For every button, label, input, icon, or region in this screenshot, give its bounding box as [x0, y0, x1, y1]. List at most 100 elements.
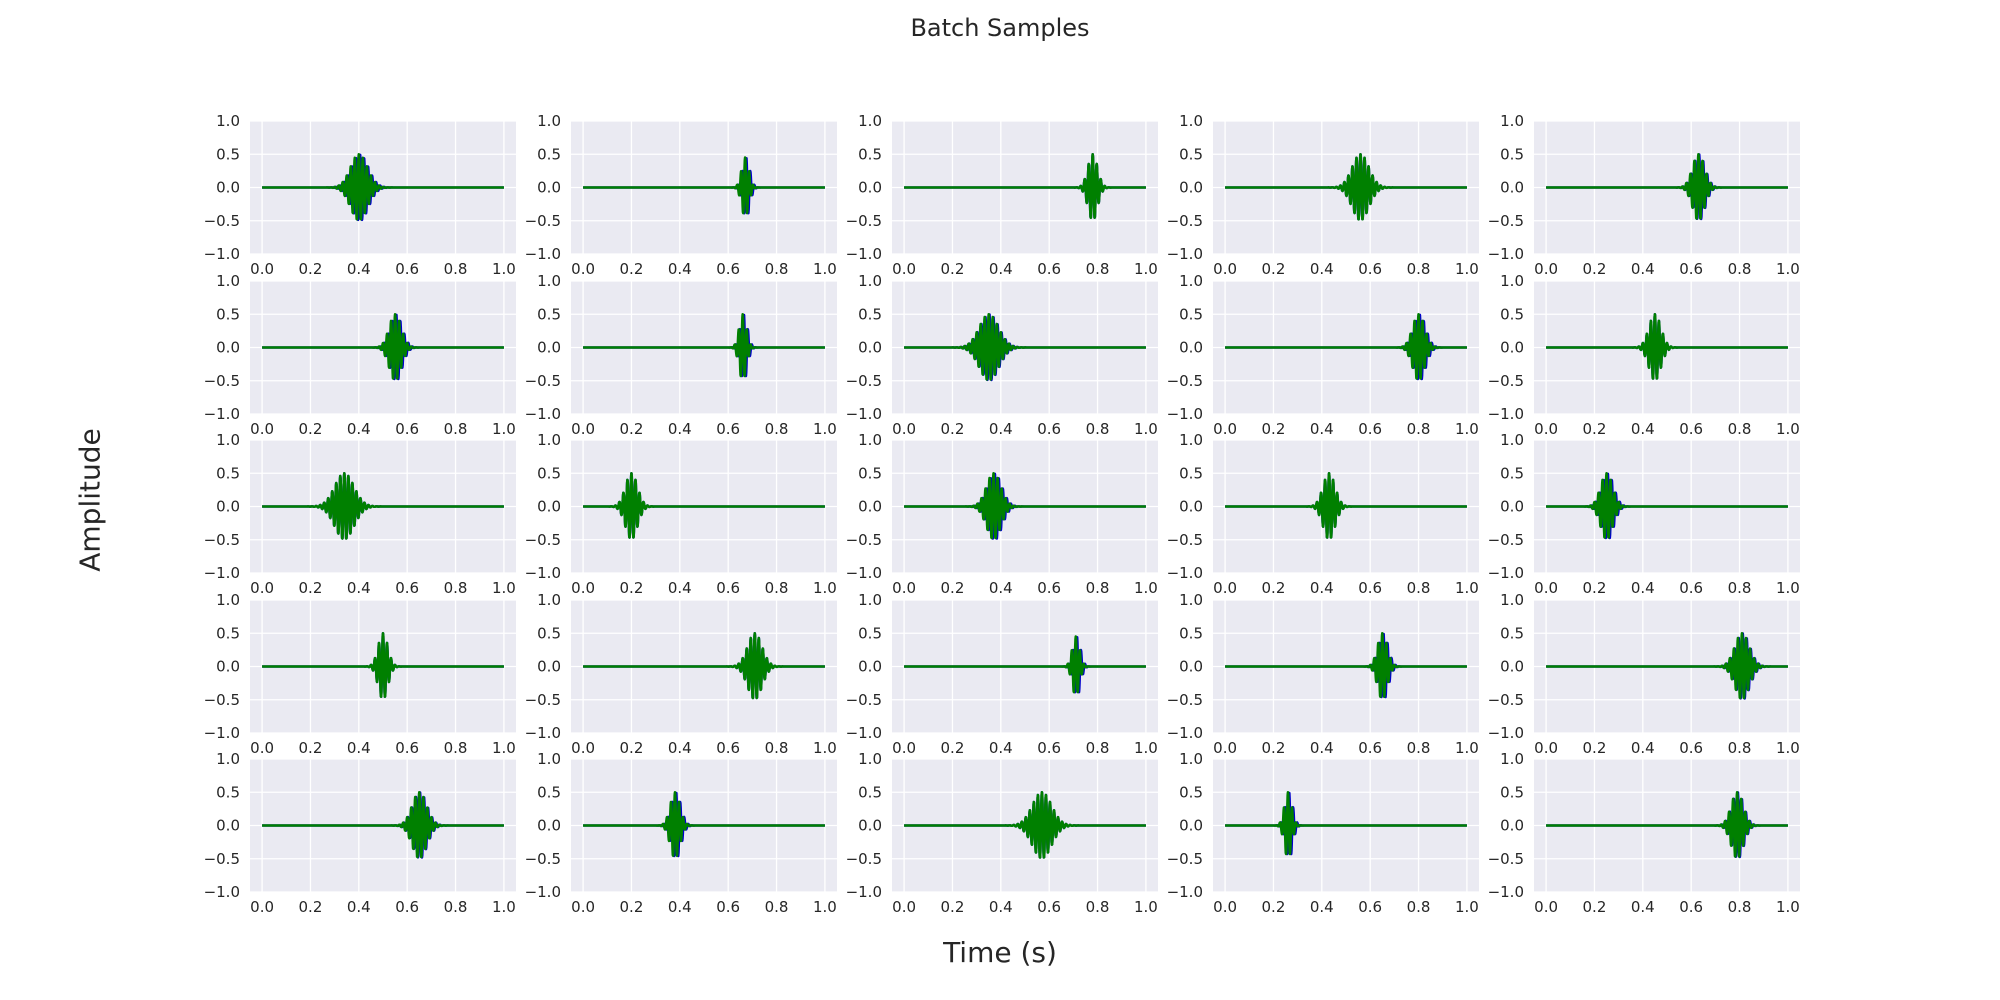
x-tick-label: 0.4 — [1631, 579, 1655, 597]
y-tick-label: 0.0 — [1179, 179, 1203, 197]
y-tick-label: 1.0 — [1179, 272, 1203, 290]
y-tick-label: 0.5 — [858, 783, 882, 801]
y-tick-label: 0.5 — [1179, 305, 1203, 323]
subplot-21: 0.0 0.2 0.4 0.6 0.8 1.0 1.0 0.5 0.0 −0.5 −1.0 — [204, 750, 516, 916]
y-tick-label: 0.5 — [858, 145, 882, 163]
x-tick-label: 1.0 — [1134, 579, 1158, 597]
y-tick-label: 0.5 — [1500, 624, 1524, 642]
y-tick-label: −1.0 — [1488, 405, 1524, 423]
x-tick-label: 1.0 — [813, 739, 837, 757]
x-tick-label: 1.0 — [1776, 739, 1800, 757]
y-tick-label: −0.5 — [204, 372, 240, 390]
x-tick-label: 0.4 — [1631, 260, 1655, 278]
y-tick-label: 1.0 — [537, 112, 561, 130]
series-2-line — [903, 152, 1147, 219]
y-tick-label: 0.0 — [216, 498, 240, 516]
x-tick-label: 0.0 — [250, 260, 274, 278]
series-2-line — [1545, 471, 1789, 539]
x-tick-label: 0.2 — [1583, 420, 1607, 438]
x-tick-label: 1.0 — [1455, 579, 1479, 597]
x-tick-label: 0.8 — [444, 420, 468, 438]
x-tick-label: 0.0 — [1534, 579, 1558, 597]
x-tick-label: 0.4 — [668, 579, 692, 597]
x-tick-label: 0.0 — [892, 579, 916, 597]
y-tick-label: 0.5 — [1500, 145, 1524, 163]
x-tick-label: 1.0 — [1776, 260, 1800, 278]
y-tick-label: 0.5 — [858, 464, 882, 482]
x-tick-label: 0.0 — [1213, 579, 1237, 597]
x-tick-label: 0.4 — [668, 739, 692, 757]
y-tick-label: 0.5 — [537, 145, 561, 163]
x-tick-label: 0.2 — [941, 579, 965, 597]
y-tick-label: 0.0 — [1179, 498, 1203, 516]
y-tick-label: 0.5 — [537, 305, 561, 323]
x-tick-label: 0.6 — [716, 898, 740, 916]
x-tick-label: 0.2 — [1583, 579, 1607, 597]
x-tick-label: 0.6 — [1037, 420, 1061, 438]
y-tick-label: 0.5 — [1500, 305, 1524, 323]
series-2-line — [1224, 152, 1468, 221]
y-tick-label: 0.0 — [537, 498, 561, 516]
y-tick-label: 0.0 — [1500, 817, 1524, 835]
y-tick-label: 0.5 — [1179, 624, 1203, 642]
y-tick-label: −1.0 — [525, 724, 561, 742]
x-tick-label: 1.0 — [813, 579, 837, 597]
x-tick-label: 0.8 — [765, 579, 789, 597]
x-tick-label: 0.0 — [1534, 420, 1558, 438]
y-tick-label: −0.5 — [1167, 212, 1203, 230]
x-tick-label: 0.0 — [1534, 898, 1558, 916]
x-tick-label: 0.6 — [1679, 420, 1703, 438]
y-tick-label: −0.5 — [1167, 531, 1203, 549]
subplot-5: 0.0 0.2 0.4 0.6 0.8 1.0 1.0 0.5 0.0 −0.5 −1.0 — [1488, 112, 1800, 278]
x-tick-label: 0.8 — [1728, 579, 1752, 597]
subplot-9: 0.0 0.2 0.4 0.6 0.8 1.0 1.0 0.5 0.0 −0.5 −1.0 — [1167, 272, 1479, 438]
x-tick-label: 0.6 — [1037, 898, 1061, 916]
y-tick-label: −0.5 — [1167, 691, 1203, 709]
x-tick-label: 0.4 — [347, 420, 371, 438]
x-tick-label: 0.4 — [989, 739, 1013, 757]
subplot-20: 0.0 0.2 0.4 0.6 0.8 1.0 1.0 0.5 0.0 −0.5 −1.0 — [1488, 591, 1800, 757]
y-tick-label: 1.0 — [216, 591, 240, 609]
x-tick-label: 1.0 — [492, 420, 516, 438]
series-2-line — [582, 790, 826, 857]
x-tick-label: 1.0 — [1134, 260, 1158, 278]
x-tick-label: 0.6 — [1037, 739, 1061, 757]
y-tick-label: 1.0 — [1179, 750, 1203, 768]
x-tick-label: 0.2 — [1262, 739, 1286, 757]
y-tick-label: 1.0 — [1179, 112, 1203, 130]
y-tick-label: 0.0 — [858, 339, 882, 357]
subplot-6: 0.0 0.2 0.4 0.6 0.8 1.0 1.0 0.5 0.0 −0.5 −1.0 — [204, 272, 516, 438]
y-tick-label: −1.0 — [1488, 883, 1524, 901]
series-2-line — [261, 631, 505, 698]
y-tick-label: −0.5 — [1488, 691, 1524, 709]
x-tick-label: 0.8 — [1086, 898, 1110, 916]
x-tick-label: 0.2 — [1583, 739, 1607, 757]
series-2-line — [261, 471, 505, 540]
series-2-line — [1545, 631, 1789, 700]
x-tick-label: 0.2 — [299, 739, 323, 757]
y-tick-label: 0.0 — [216, 179, 240, 197]
y-tick-label: −1.0 — [846, 883, 882, 901]
y-tick-label: 1.0 — [537, 431, 561, 449]
series-2-line — [1224, 312, 1468, 380]
subplot-1: 0.0 0.2 0.4 0.6 0.8 1.0 1.0 0.5 0.0 −0.5 −1.0 — [204, 112, 516, 278]
x-tick-label: 0.6 — [1037, 260, 1061, 278]
y-tick-label: 0.0 — [216, 339, 240, 357]
x-tick-label: 0.2 — [1262, 579, 1286, 597]
y-tick-label: −1.0 — [525, 883, 561, 901]
x-tick-label: 0.4 — [989, 420, 1013, 438]
x-tick-label: 1.0 — [492, 739, 516, 757]
x-tick-label: 0.4 — [989, 579, 1013, 597]
series-2-line — [903, 471, 1147, 540]
x-tick-label: 0.4 — [989, 898, 1013, 916]
y-tick-label: −0.5 — [204, 850, 240, 868]
x-tick-label: 0.4 — [668, 260, 692, 278]
y-tick-label: −0.5 — [1488, 372, 1524, 390]
y-tick-label: −1.0 — [525, 405, 561, 423]
x-tick-label: 0.8 — [1086, 579, 1110, 597]
y-tick-label: 0.0 — [1179, 817, 1203, 835]
x-tick-label: 0.6 — [1358, 579, 1382, 597]
x-tick-label: 0.8 — [765, 260, 789, 278]
x-tick-label: 1.0 — [1455, 898, 1479, 916]
